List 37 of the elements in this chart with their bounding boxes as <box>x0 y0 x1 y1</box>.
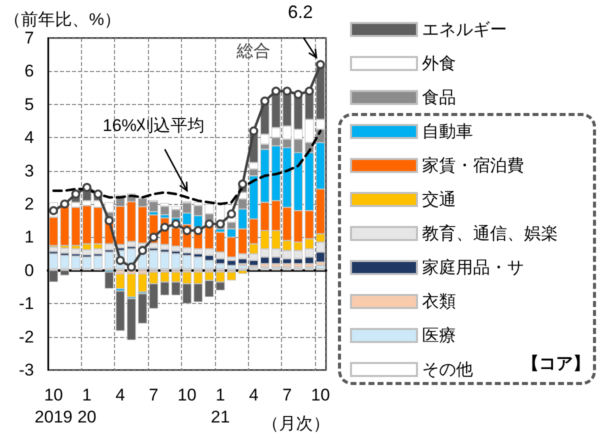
x-tick-label: 7 <box>282 386 292 404</box>
y-tick-label: -1 <box>18 294 34 314</box>
x-axis-title: （月次） <box>262 414 330 433</box>
series-label: 総合 <box>236 41 271 60</box>
y-axis-title: （前年比、%） <box>4 10 122 29</box>
y-tick-label: -3 <box>18 360 34 380</box>
legend-label: 教育、通信、娯楽 <box>422 224 558 243</box>
x-tick-label: 7 <box>148 386 158 404</box>
x-tick-label: 1 20 <box>77 386 96 426</box>
x-tick-label: 4 <box>116 386 126 404</box>
legend-label: 交通 <box>422 190 456 209</box>
x-tick-label: 1 21 <box>210 386 230 426</box>
y-tick-label: 4 <box>24 128 34 148</box>
y-tick-label: 5 <box>24 94 34 114</box>
legend-label: 自動車 <box>422 122 473 141</box>
y-tick-label: 7 <box>24 28 34 48</box>
y-tick-label: 0 <box>24 260 34 280</box>
x-tick-label: 10 2019 <box>34 386 72 426</box>
legend-label: エネルギー <box>422 20 507 39</box>
y-tick-label: 1 <box>24 228 34 247</box>
text: 【コア】 <box>522 353 590 375</box>
legend-label: 家賃・宿泊費 <box>422 156 524 175</box>
legend-label: 外食 <box>422 54 456 73</box>
legend-label: その他 <box>422 360 473 379</box>
y-tick-label: -2 <box>18 327 34 346</box>
y-tick-label: 3 <box>24 161 34 180</box>
legend-label: 衣類 <box>422 292 456 311</box>
text: 16%刈込平均 <box>102 116 205 135</box>
legend-label: 家庭用品・サ <box>422 258 524 277</box>
x-tick-label: 4 <box>248 386 258 404</box>
data-label: 6.2 <box>288 2 313 22</box>
x-tick-label: 10 <box>178 386 196 404</box>
y-tick-label: 2 <box>24 194 34 214</box>
legend-label: 医療 <box>422 326 456 345</box>
y-tick-label: 6 <box>24 62 34 81</box>
x-tick-label: 10 <box>310 386 330 404</box>
legend-label: 食品 <box>422 88 456 107</box>
